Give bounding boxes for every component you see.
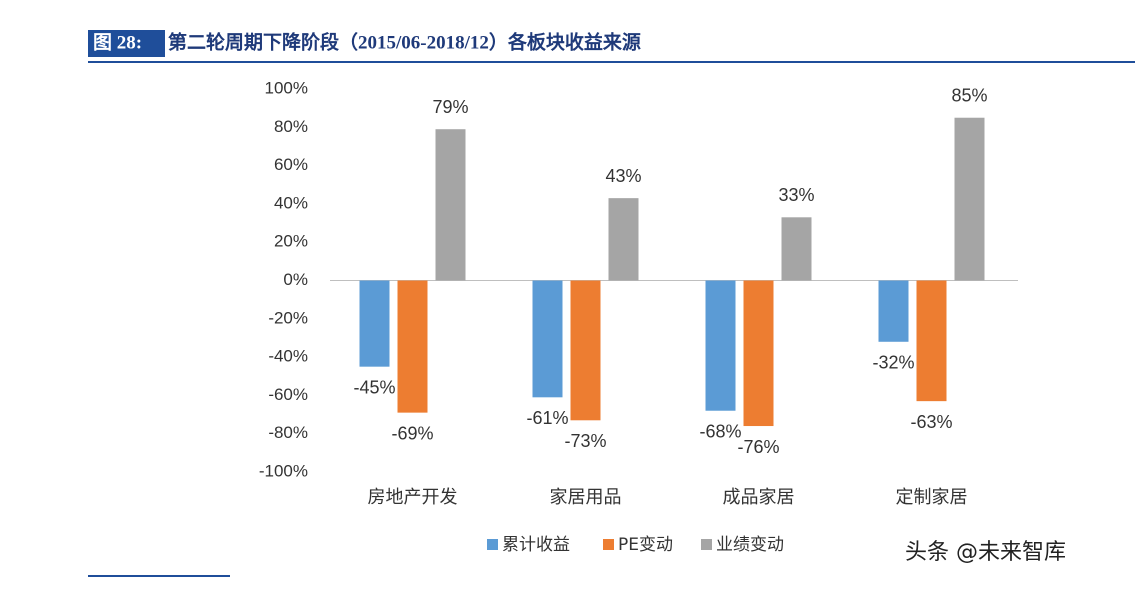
value-label: -68% (699, 421, 741, 441)
bar (359, 280, 390, 367)
y-tick-label: -20% (268, 308, 308, 327)
legend-label: PE变动 (618, 535, 673, 555)
value-label: -32% (872, 353, 914, 373)
watermark: 头条 @未来智库 (905, 540, 1066, 565)
value-label: -69% (391, 423, 433, 443)
value-label: -76% (737, 437, 779, 457)
y-tick-label: -60% (268, 385, 308, 404)
value-label: 43% (605, 166, 641, 186)
y-tick-label: -80% (268, 423, 308, 442)
header-label-box (88, 30, 165, 57)
value-label: -63% (910, 412, 952, 432)
y-tick-label: 40% (274, 193, 308, 212)
bar (570, 280, 601, 421)
bar (397, 280, 428, 413)
bar (705, 280, 736, 411)
y-tick-label: 100% (265, 78, 308, 97)
y-tick-label: 60% (274, 155, 308, 174)
header-label: 图 28: (93, 31, 142, 53)
bar (532, 280, 563, 398)
bar (435, 129, 466, 281)
x-tick-label: 房地产开发 (368, 487, 458, 508)
y-tick-label: -100% (259, 461, 308, 480)
value-label: -73% (564, 431, 606, 451)
value-label: 79% (432, 97, 468, 117)
bar (954, 117, 985, 281)
x-tick-label: 成品家居 (723, 487, 795, 508)
bar (743, 280, 774, 427)
bar (781, 217, 812, 281)
legend-swatch (603, 539, 614, 550)
legend-label: 累计收益 (502, 535, 570, 555)
value-label: -61% (526, 408, 568, 428)
y-tick-label: 0% (283, 270, 308, 289)
legend-swatch (701, 539, 712, 550)
y-tick-label: 80% (274, 117, 308, 136)
value-label: 33% (778, 185, 814, 205)
value-label: 85% (951, 85, 987, 105)
y-tick-label: -40% (268, 347, 308, 366)
bar (916, 280, 947, 402)
y-tick-label: 20% (274, 232, 308, 251)
x-tick-label: 定制家居 (896, 487, 968, 508)
bar (878, 280, 909, 342)
x-tick-label: 家居用品 (550, 487, 622, 508)
legend-label: 业绩变动 (716, 535, 784, 555)
bar (608, 198, 639, 281)
value-label: -45% (353, 377, 395, 397)
header-title: 第二轮周期下降阶段（2015/06-2018/12）各板块收益来源 (168, 30, 641, 53)
legend-swatch (487, 539, 498, 550)
